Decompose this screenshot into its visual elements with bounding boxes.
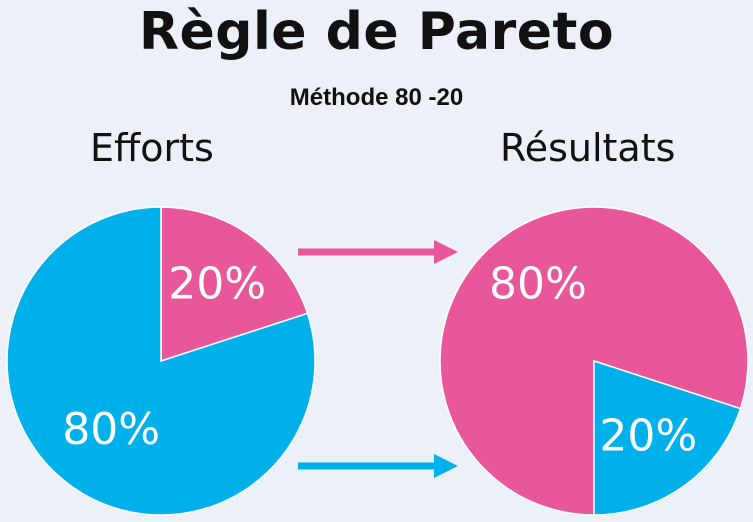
bottom-arrow — [298, 454, 458, 478]
page-title: Règle de Pareto — [138, 2, 615, 62]
left-pie-title: Efforts — [90, 126, 214, 170]
right-pie-title: Résultats — [500, 126, 676, 170]
results-slice-label-0: 80% — [489, 258, 587, 309]
page-subtitle: Méthode 80 -20 — [289, 84, 464, 111]
results-pie: 80% 20% — [439, 206, 749, 516]
efforts-slice-label-1: 80% — [62, 404, 160, 455]
efforts-pie: 20% 80% — [6, 206, 316, 516]
results-slice-1 — [593, 359, 742, 516]
efforts-slice-0 — [160, 206, 309, 363]
results-slice-label-1: 20% — [599, 410, 697, 461]
efforts-slice-label-0: 20% — [168, 258, 266, 309]
top-arrow — [298, 240, 458, 264]
efforts-slice-1 — [6, 206, 316, 516]
